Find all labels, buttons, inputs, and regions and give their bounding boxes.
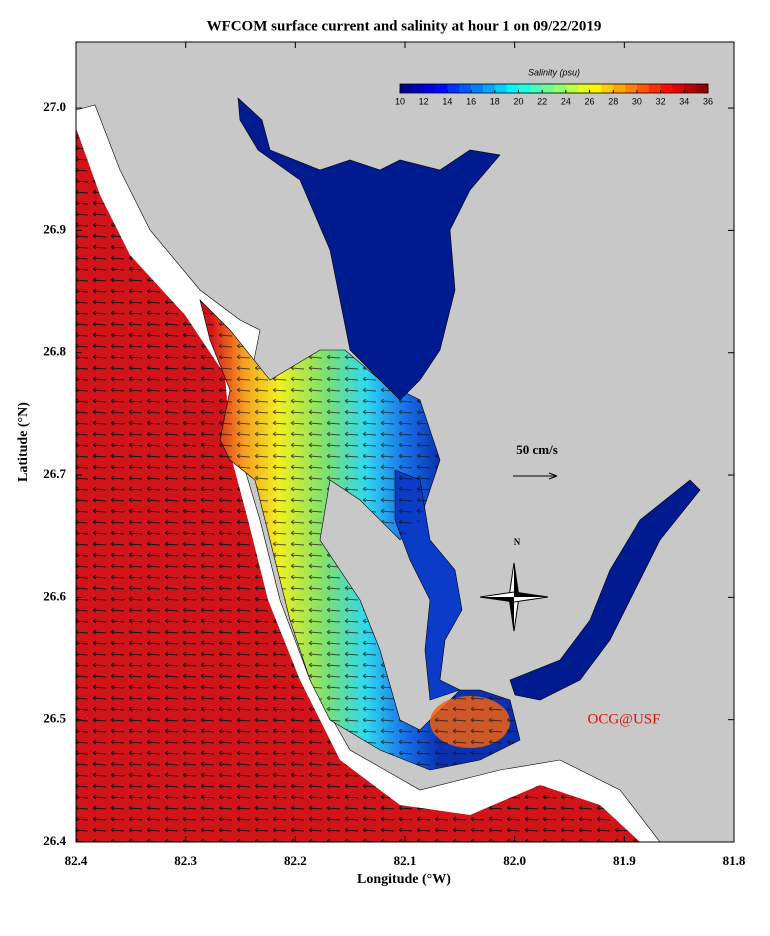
colorbar-tick-label: 18 — [490, 96, 500, 106]
colorbar-cell — [423, 84, 436, 93]
x-axis-label: Longitude (°W) — [357, 872, 451, 887]
colorbar-frame — [399, 83, 709, 94]
colorbar-cell — [506, 84, 519, 93]
colorbar-cell — [482, 84, 496, 93]
colorbar-cell — [494, 84, 507, 93]
colorbar-tick-label: 14 — [442, 96, 452, 106]
scale-arrow — [513, 472, 558, 480]
gulf-current-vectors — [76, 128, 640, 842]
colorbar-label: Salinity (psu) — [528, 67, 580, 77]
colorbar-cell — [459, 84, 472, 93]
colorbar-cell — [613, 84, 626, 93]
colorbar-tick-label: 26 — [585, 96, 595, 106]
x-tick-label: 81.8 — [723, 853, 746, 868]
colorbar-cell — [447, 84, 460, 93]
peace-river-water — [237, 97, 501, 401]
y-tick-label: 26.5 — [43, 711, 66, 726]
compass — [479, 562, 549, 632]
x-tick-label: 82.3 — [174, 853, 197, 868]
y-axis-label: Latitude (°N) — [16, 402, 31, 482]
y-tick-label: 26.6 — [43, 588, 66, 603]
colorbar-cell — [660, 84, 673, 93]
colorbar-cell — [684, 84, 697, 93]
colorbar-tick-label: 20 — [513, 96, 523, 106]
colorbar-cell — [589, 84, 602, 93]
colorbar-tick-label: 24 — [561, 96, 571, 106]
y-tick-label: 26.9 — [43, 221, 66, 236]
x-tick-label: 82.2 — [284, 853, 307, 868]
colorbar-cell — [625, 84, 638, 93]
colorbar-cell — [554, 84, 567, 93]
colorbar-tick-label: 16 — [466, 96, 476, 106]
colorbar-cell — [696, 84, 709, 93]
colorbar-cell — [518, 84, 531, 93]
colorbar-tick-label: 12 — [419, 96, 429, 106]
y-tick-label: 26.7 — [43, 466, 66, 481]
colorbar-cell — [400, 84, 413, 93]
credit: OCG@USF — [587, 711, 660, 727]
colorbar-cell — [601, 84, 614, 93]
caloosahatchee-water — [509, 479, 701, 701]
colorbar-cell — [471, 84, 484, 93]
x-tick-label: 82.0 — [503, 853, 526, 868]
map-area — [76, 42, 734, 842]
colorbar-tick-label: 34 — [679, 96, 689, 106]
y-tick-label: 27.0 — [43, 99, 66, 114]
colorbar-cell — [565, 84, 578, 93]
scale-label: 50 cm/s — [516, 442, 558, 457]
colorbar-cell — [636, 84, 650, 93]
colorbar-tick-label: 22 — [537, 96, 547, 106]
y-tick-label: 26.8 — [43, 344, 66, 359]
colorbar-cell — [530, 84, 543, 93]
colorbar-cell — [577, 84, 590, 93]
colorbar-cell — [648, 84, 661, 93]
title: WFCOM surface current and salinity at ho… — [207, 18, 602, 34]
colorbar-tick-label: 28 — [608, 96, 618, 106]
harbor-current-vectors — [200, 300, 520, 770]
colorbar-cell — [411, 84, 424, 93]
colorbar-tick-label: 36 — [703, 96, 713, 106]
colorbar-tick-label: 30 — [632, 96, 642, 106]
north-label: N — [514, 537, 521, 547]
colorbar-cell — [435, 84, 448, 93]
colorbar-cell — [672, 84, 685, 93]
y-tick-label: 26.4 — [43, 833, 66, 848]
x-tick-label: 82.4 — [65, 853, 88, 868]
colorbar-cell — [542, 84, 555, 93]
colorbar: 10 12 14 16 18 20 22 24 26 28 30 32 34 36 — [395, 83, 713, 106]
colorbar-tick-label: 10 — [395, 96, 405, 106]
colorbar-tick-label: 32 — [656, 96, 666, 106]
x-tick-label: 82.1 — [394, 853, 417, 868]
x-tick-label: 81.9 — [613, 853, 636, 868]
